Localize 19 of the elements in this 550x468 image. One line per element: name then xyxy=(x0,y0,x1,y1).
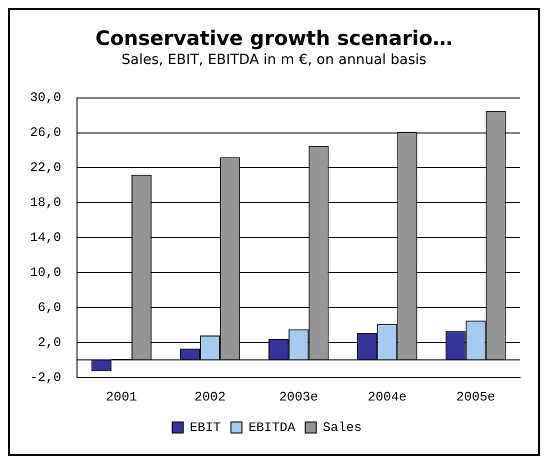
legend-label: EBITDA xyxy=(248,420,296,435)
y-tick-label: 10,0 xyxy=(30,264,62,280)
y-tick-label: 18,0 xyxy=(30,195,62,210)
x-tick-label: 2005e xyxy=(456,390,496,405)
y-tick-label: 30,0 xyxy=(30,90,62,106)
y-tick-label: 2,0 xyxy=(38,334,62,350)
x-tick-label: 2004e xyxy=(368,390,407,405)
x-tick-label: 2002 xyxy=(194,390,226,405)
y-tick-label: 6,0 xyxy=(38,300,62,315)
chart-subtitle: Sales, EBIT, EBITDA in m €, on annual basis xyxy=(120,52,428,68)
y-tick-label: 22,0 xyxy=(30,160,62,176)
chart-title: Conservative growth scenario… xyxy=(94,26,454,50)
legend-label: EBIT xyxy=(190,420,222,435)
x-tick-label: 2003e xyxy=(279,390,318,405)
y-tick-label: 26,0 xyxy=(30,125,62,140)
y-tick-label: -2,0 xyxy=(30,370,62,385)
y-tick-label: 14,0 xyxy=(30,230,62,246)
legend-label: Sales xyxy=(322,420,362,435)
x-tick-label: 2001 xyxy=(106,390,138,405)
